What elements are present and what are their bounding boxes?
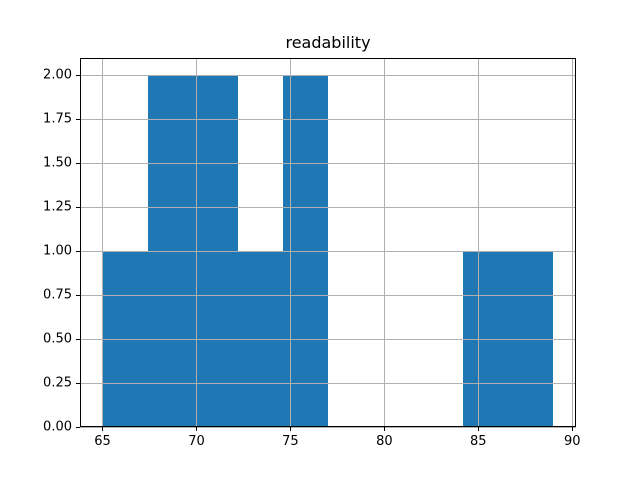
y-tick-label: 1.00 bbox=[43, 243, 72, 259]
gridline-vertical bbox=[571, 57, 573, 428]
x-tick-label: 65 bbox=[94, 434, 111, 450]
gridline-horizontal bbox=[80, 382, 576, 384]
gridline-vertical bbox=[102, 57, 104, 428]
gridline-horizontal bbox=[80, 162, 576, 164]
y-tick-mark bbox=[76, 74, 80, 76]
x-tick-label: 70 bbox=[188, 434, 205, 450]
y-tick-label: 2.00 bbox=[43, 67, 72, 83]
x-tick-mark bbox=[195, 427, 197, 432]
x-tick-mark bbox=[102, 427, 104, 432]
y-tick-mark bbox=[76, 206, 80, 208]
y-tick-mark bbox=[76, 118, 80, 120]
y-tick-label: 1.75 bbox=[43, 111, 72, 127]
y-tick-label: 0.00 bbox=[43, 419, 72, 435]
y-tick-mark bbox=[76, 294, 80, 296]
gridline-horizontal bbox=[80, 206, 576, 208]
plot-border bbox=[80, 57, 576, 428]
x-tick-mark bbox=[289, 427, 291, 432]
y-tick-label: 1.50 bbox=[43, 155, 72, 171]
y-tick-mark bbox=[76, 162, 80, 164]
gridline-horizontal bbox=[80, 426, 576, 428]
y-tick-mark bbox=[76, 338, 80, 340]
x-tick-label: 80 bbox=[376, 434, 393, 450]
y-tick-label: 1.25 bbox=[43, 199, 72, 215]
gridline-horizontal bbox=[80, 118, 576, 120]
x-tick-mark bbox=[383, 427, 385, 432]
gridline-horizontal bbox=[80, 74, 576, 76]
y-tick-mark bbox=[76, 382, 80, 384]
gridline-horizontal bbox=[80, 294, 576, 296]
x-tick-label: 90 bbox=[563, 434, 581, 450]
gridline-vertical bbox=[289, 57, 291, 428]
gridline-vertical bbox=[477, 57, 479, 428]
gridline-horizontal bbox=[80, 250, 576, 252]
gridline-vertical bbox=[383, 57, 385, 428]
x-tick-mark bbox=[477, 427, 479, 432]
x-tick-label: 75 bbox=[282, 434, 299, 450]
y-tick-mark bbox=[76, 250, 80, 252]
chart-title: readability bbox=[285, 33, 371, 52]
y-tick-label: 0.75 bbox=[43, 287, 72, 303]
x-tick-label: 85 bbox=[470, 434, 487, 450]
gridline-vertical bbox=[195, 57, 197, 428]
y-tick-label: 0.50 bbox=[43, 331, 72, 347]
y-tick-label: 0.25 bbox=[43, 375, 72, 391]
y-tick-mark bbox=[76, 426, 80, 428]
x-tick-mark bbox=[571, 427, 573, 432]
gridline-horizontal bbox=[80, 338, 576, 340]
